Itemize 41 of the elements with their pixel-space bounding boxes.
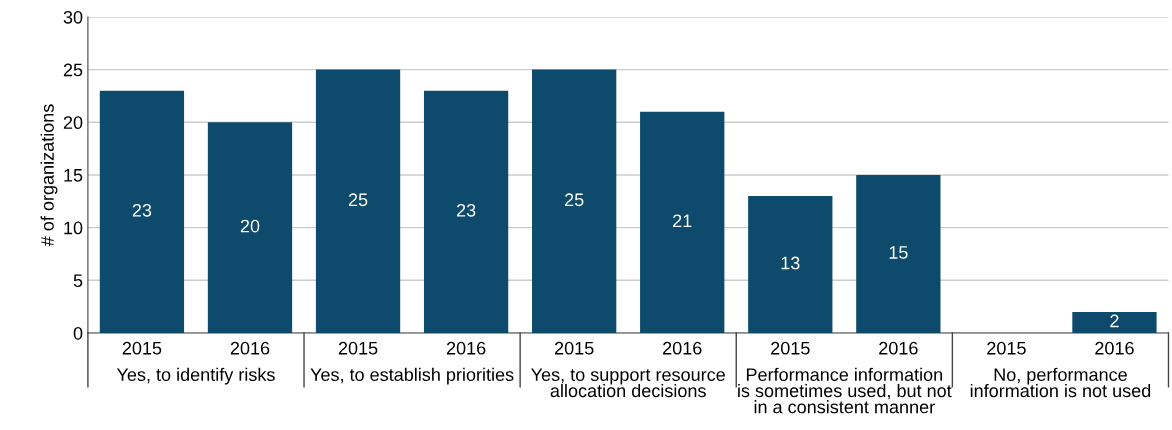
text: Yes, to establish priorities [310, 367, 514, 385]
x-tick-label: 2016 [663, 341, 702, 355]
bar [532, 69, 617, 333]
data-label: 21 [673, 214, 692, 228]
bar [99, 90, 185, 333]
text: Yes, to identify risks [116, 367, 275, 385]
text: No, performance information is not used [970, 367, 1151, 398]
x-tick-label: 2016 [879, 341, 918, 355]
y-axis-title: # of organizations [40, 104, 58, 247]
text: Performance information is sometimes used, but not in a consistent manner [738, 367, 952, 414]
x-tick-label: 2015 [338, 341, 378, 355]
bar [423, 90, 509, 333]
data-label: 23 [132, 203, 152, 217]
bar [1072, 311, 1157, 333]
data-label: 15 [889, 246, 908, 259]
y-tick-label: 5 [73, 274, 83, 288]
x-tick-label: 2016 [230, 341, 270, 355]
data-label: 13 [781, 256, 800, 270]
y-tick-label: 30 [63, 10, 83, 24]
data-label: 20 [240, 219, 260, 233]
x-tick-label: 2015 [554, 341, 594, 355]
bar [856, 174, 941, 333]
x-tick-label: 2016 [1095, 341, 1134, 355]
x-tick-label: 2016 [446, 341, 486, 355]
y-tick-label: 15 [64, 169, 83, 182]
data-label: 23 [456, 203, 476, 217]
bar [640, 111, 725, 333]
data-label: 2 [1110, 314, 1119, 328]
x-tick-label: 2015 [122, 341, 162, 355]
y-tick-label: 25 [63, 63, 83, 77]
data-label: 25 [565, 193, 584, 207]
y-tick-label: 0 [73, 326, 83, 340]
y-tick-label: 10 [64, 221, 83, 235]
x-tick-label: 2015 [771, 341, 810, 355]
y-tick-label: 20 [63, 116, 83, 130]
bar [315, 69, 401, 333]
x-tick-label: 2015 [987, 341, 1026, 355]
data-label: 25 [348, 193, 368, 207]
text: Yes, to support resource allocation decisions [531, 368, 725, 398]
bar [207, 122, 293, 333]
bar [748, 196, 833, 333]
